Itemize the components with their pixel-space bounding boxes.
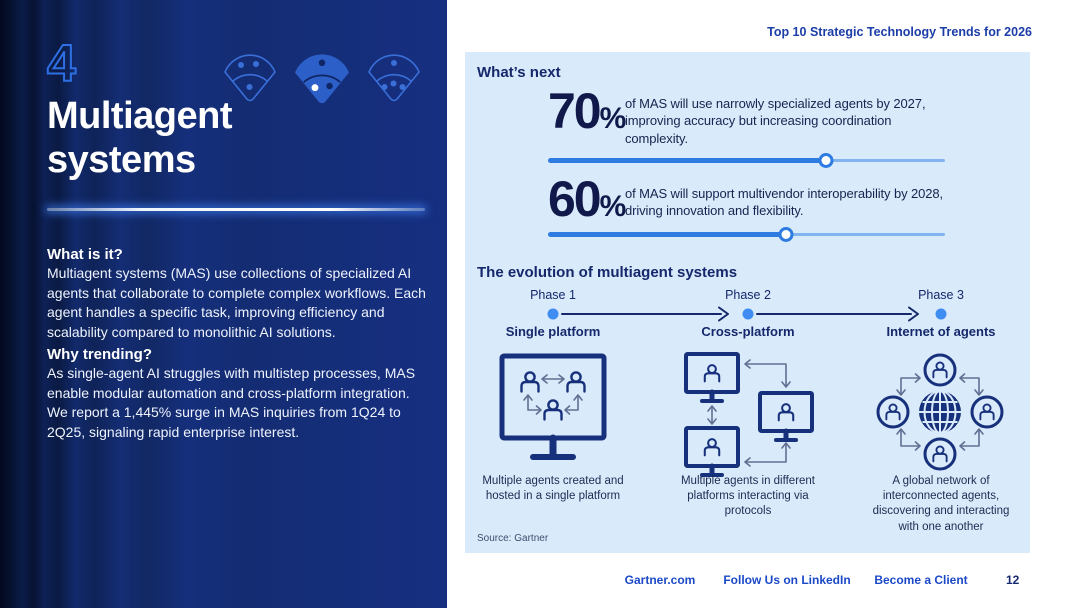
slider-knob[interactable] bbox=[818, 152, 834, 168]
phase-3-name: Internet of agents bbox=[886, 324, 996, 339]
slider-knob[interactable] bbox=[778, 226, 794, 242]
monitor-agent-icon bbox=[686, 354, 738, 401]
footer-link-become-client[interactable]: Become a Client bbox=[874, 573, 968, 587]
why-trending-heading: Why trending? bbox=[47, 346, 152, 363]
what-is-it-body: Multiagent systems (MAS) use collections… bbox=[47, 265, 426, 340]
report-eyebrow: Top 10 Strategic Technology Trends for 2… bbox=[767, 25, 1032, 39]
fan-icon-outline-2 bbox=[368, 54, 420, 102]
stat-suffix: % bbox=[599, 102, 627, 135]
progress-slider-70 bbox=[548, 152, 945, 168]
footer-link-gartner[interactable]: Gartner.com bbox=[624, 573, 696, 587]
stat-description-60: of MAS will support multivendor interope… bbox=[625, 186, 944, 219]
evolution-heading: The evolution of multiagent systems bbox=[477, 264, 738, 281]
agent-icon bbox=[520, 371, 540, 393]
progress-slider-60 bbox=[548, 226, 945, 242]
phase-timeline bbox=[547, 306, 947, 322]
network-arrows-icon bbox=[896, 373, 984, 451]
single-platform-icon bbox=[499, 353, 607, 460]
trend-number: 4 bbox=[46, 34, 77, 94]
slider-fill bbox=[548, 158, 826, 163]
why-trending-body: As single-agent AI struggles with multis… bbox=[47, 365, 416, 440]
agent-icon bbox=[972, 397, 1002, 427]
fan-icon-outline-1 bbox=[224, 54, 276, 102]
monitor-agent-icon bbox=[686, 428, 738, 475]
monitor-icon bbox=[499, 353, 607, 441]
what-is-it-heading: What is it? bbox=[47, 246, 123, 263]
globe-icon bbox=[919, 390, 961, 434]
fan-icon-filled bbox=[295, 54, 349, 104]
slider-fill bbox=[548, 232, 787, 237]
phase-2-caption: Multiple agents in different platforms i… bbox=[680, 475, 816, 518]
protocol-arrows-icon bbox=[707, 359, 791, 467]
left-trend-panel: 4 Multiagent systems bbox=[0, 0, 447, 608]
phase-2-name: Cross-platform bbox=[701, 324, 795, 339]
trend-fan-icons bbox=[220, 52, 424, 106]
footer-link-linkedin[interactable]: Follow Us on LinkedIn bbox=[723, 573, 851, 587]
source-note: Source: Gartner bbox=[477, 533, 549, 544]
page-title: Multiagent systems bbox=[47, 94, 232, 182]
page-title-line2: systems bbox=[47, 139, 196, 182]
phase-3-label: Phase 3 bbox=[918, 288, 964, 302]
agent-icon bbox=[543, 399, 563, 421]
phase-1-name: Single platform bbox=[505, 324, 601, 339]
stat-number: 60 bbox=[548, 171, 602, 227]
stat-value-60: 60% bbox=[548, 174, 626, 224]
content-panel: What’s next 70% of MAS will use narrowly… bbox=[465, 52, 1030, 553]
stat-description-70: of MAS will use narrowly specialized age… bbox=[625, 96, 926, 146]
whats-next-heading: What’s next bbox=[477, 64, 561, 81]
phase-1-label: Phase 1 bbox=[530, 288, 576, 302]
interaction-arrows-icon bbox=[523, 374, 583, 415]
phase-2-label: Phase 2 bbox=[725, 288, 771, 302]
phase-1-caption: Multiple agents created and hosted in a … bbox=[482, 475, 624, 503]
page-number: 12 bbox=[1006, 573, 1020, 587]
agent-icon bbox=[925, 355, 955, 385]
phase-3-dot bbox=[935, 308, 947, 320]
timeline-arrow-icon bbox=[561, 306, 919, 322]
agent-icon bbox=[878, 397, 908, 427]
agent-icon bbox=[566, 371, 586, 393]
phase-1-dot bbox=[547, 308, 559, 320]
internet-of-agents-icon bbox=[865, 350, 1015, 475]
stat-number: 70 bbox=[548, 83, 602, 139]
monitor-agent-icon bbox=[760, 393, 812, 440]
cross-platform-icon bbox=[678, 350, 818, 478]
stat-suffix: % bbox=[599, 190, 627, 223]
agent-icon bbox=[925, 439, 955, 469]
phase-3-caption: A global network of interconnected agent… bbox=[872, 475, 1010, 533]
page-title-line1: Multiagent bbox=[47, 95, 232, 137]
stat-value-70: 70% bbox=[548, 86, 626, 136]
glowing-divider bbox=[47, 208, 425, 211]
phase-2-dot bbox=[742, 308, 754, 320]
